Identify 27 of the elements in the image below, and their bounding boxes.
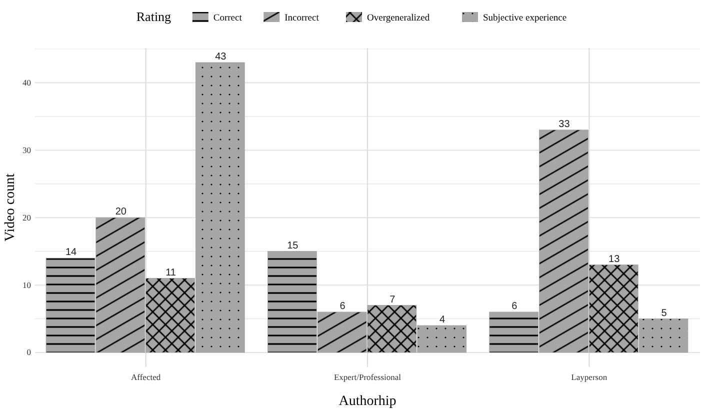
data-label: 7 <box>390 294 396 306</box>
legend-title: Rating <box>136 9 172 24</box>
data-label: 20 <box>115 206 127 218</box>
data-label: 15 <box>287 240 299 252</box>
y-tick-label: 10 <box>22 280 31 290</box>
data-label: 11 <box>166 267 176 278</box>
data-label: 6 <box>512 301 518 312</box>
y-tick-label: 20 <box>22 212 31 222</box>
data-label: 13 <box>608 254 620 265</box>
data-label: 43 <box>215 52 227 62</box>
y-axis-title: Video count <box>3 173 18 242</box>
legend-label: Correct <box>213 14 242 24</box>
y-tick-label: 40 <box>22 77 31 88</box>
data-label: 33 <box>558 118 570 130</box>
y-tick-label: 30 <box>22 144 31 155</box>
legend-label: Subjective experience <box>483 14 567 24</box>
x-tick-label: Expert/Professional <box>334 372 402 382</box>
data-label: 14 <box>65 247 78 258</box>
legend-label: Incorrect <box>284 14 320 24</box>
data-label: 4 <box>440 314 446 326</box>
x-tick-label: Layperson <box>571 372 608 382</box>
y-tick-label: 0 <box>26 347 31 358</box>
legend-label: Overgeneralized <box>367 14 430 24</box>
data-label: 6 <box>340 301 346 312</box>
data-label: 5 <box>661 308 668 319</box>
x-tick-label: Affected <box>131 372 162 382</box>
x-axis-title: Authorhip <box>338 394 396 409</box>
